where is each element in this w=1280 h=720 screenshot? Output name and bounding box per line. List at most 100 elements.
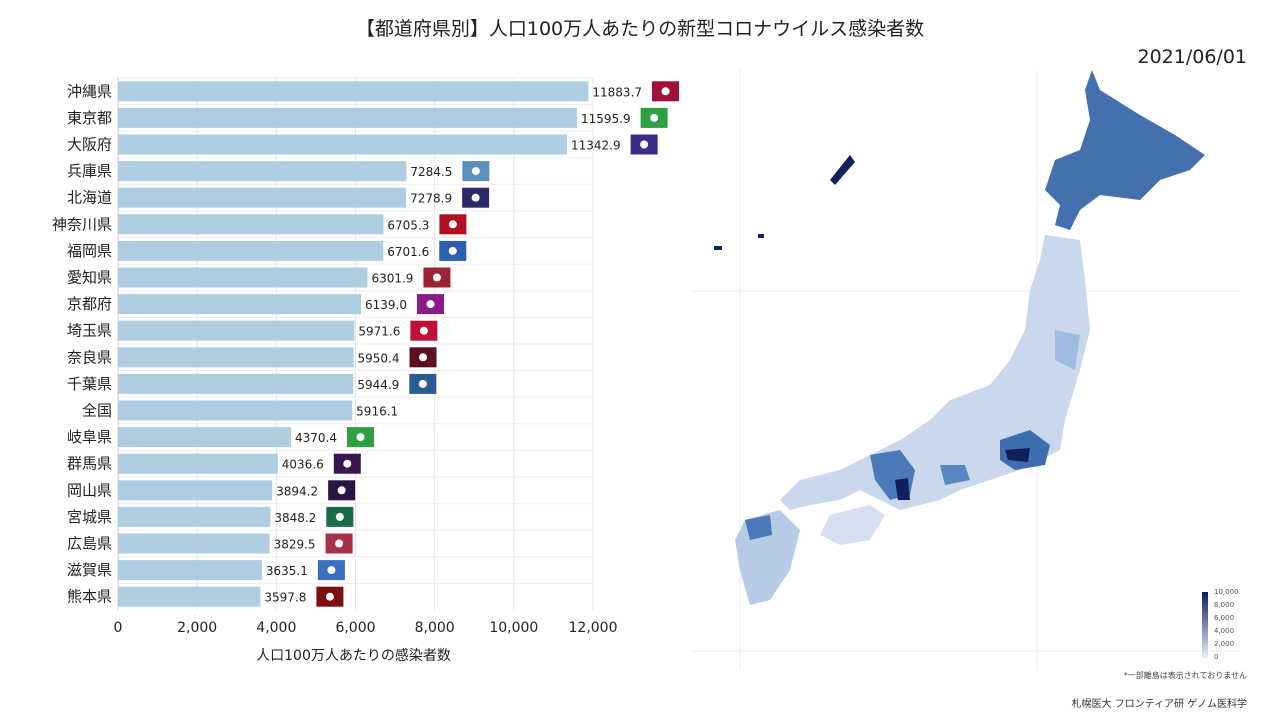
data-label: 3848.2: [274, 511, 316, 525]
bar: [118, 161, 407, 182]
category-label: 東京都: [67, 109, 112, 127]
category-label: 神奈川県: [52, 215, 112, 233]
flag-emblem: [418, 379, 427, 388]
category-label: 埼玉県: [67, 322, 112, 340]
category-label: 全国: [82, 402, 112, 420]
category-label: 熊本県: [67, 588, 112, 606]
bar: [118, 506, 271, 527]
legend-tick-label: 2,000: [1214, 640, 1234, 648]
bar: [118, 453, 278, 474]
data-label: 6705.3: [387, 218, 429, 232]
credit: 札幌医大 フロンティア研 ゲノム医科学: [1071, 699, 1247, 710]
data-label: 7278.9: [410, 192, 452, 206]
flag-emblem: [471, 167, 480, 176]
bar: [118, 586, 261, 607]
japan-map: [692, 70, 1240, 670]
data-label: 5944.9: [357, 378, 399, 392]
data-label: 4370.4: [295, 431, 337, 445]
data-label: 5950.4: [358, 351, 400, 365]
bar: [118, 427, 291, 448]
data-label: 11595.9: [581, 112, 631, 126]
chart-title: 【都道府県別】人口100万人あたりの新型コロナウイルス感染者数: [355, 18, 925, 40]
flag-emblem: [327, 566, 336, 575]
category-label: 大阪府: [67, 136, 112, 154]
data-label: 7284.5: [410, 165, 452, 179]
category-label: 千葉県: [67, 375, 112, 393]
data-label: 5916.1: [356, 405, 398, 419]
data-label: 6701.6: [387, 245, 429, 259]
flag-emblem: [356, 433, 365, 442]
category-label: 宮城県: [67, 508, 112, 526]
bar: [118, 480, 273, 501]
category-label: 京都府: [67, 295, 112, 313]
flag-emblem: [343, 459, 352, 468]
x-axis-label: 人口100万人あたりの感染者数: [256, 647, 451, 664]
map-okinawa: [830, 155, 855, 185]
flag-emblem: [471, 193, 480, 202]
category-label: 滋賀県: [67, 561, 112, 579]
legend-tick-label: 8,000: [1214, 601, 1234, 609]
map-color-legend: 10,000 8,000 6,000 4,000 2,000 0: [1202, 588, 1239, 661]
bar: [118, 560, 262, 581]
bar: [118, 214, 384, 235]
data-label: 11342.9: [571, 139, 621, 153]
flag-emblem: [432, 273, 441, 282]
bar: [118, 81, 589, 102]
flag-emblem: [419, 326, 428, 335]
bar: [118, 373, 354, 394]
category-label: 奈良県: [67, 348, 112, 366]
bar: [118, 267, 368, 288]
flag-emblem: [337, 486, 346, 495]
flag-emblem: [661, 87, 670, 96]
category-label: 福岡県: [67, 242, 112, 260]
data-label: 11883.7: [592, 85, 642, 99]
map-osaka: [895, 478, 910, 500]
category-label: 兵庫県: [67, 162, 112, 180]
bar: [118, 240, 384, 261]
bar: [118, 187, 407, 208]
x-tick-label: 4,000: [256, 620, 296, 636]
map-honshu: [780, 235, 1090, 510]
data-label: 3894.2: [276, 484, 318, 498]
map-shikoku: [820, 505, 885, 545]
flag-emblem: [325, 592, 334, 601]
flag-emblem: [335, 512, 344, 521]
flag-emblem: [640, 140, 649, 149]
data-label: 4036.6: [282, 458, 324, 472]
x-tick-label: 0: [114, 620, 123, 636]
x-tick-label: 10,000: [489, 620, 538, 636]
map-hokkaido: [1045, 70, 1205, 230]
footnote: *一部離島は表示されておりません: [1123, 671, 1247, 680]
x-tick-label: 8,000: [415, 620, 455, 636]
category-label: 群馬県: [67, 455, 112, 473]
category-label: 岐阜県: [67, 428, 112, 446]
map-aichi: [940, 465, 970, 485]
date-label: 2021/06/01: [1137, 46, 1247, 68]
legend-tick-label: 4,000: [1214, 627, 1234, 635]
bar: [118, 533, 270, 554]
bar: [118, 400, 353, 421]
data-label: 3597.8: [264, 591, 306, 605]
bar: [118, 134, 567, 155]
flag-emblem: [448, 246, 457, 255]
legend-tick-label: 0: [1214, 653, 1218, 661]
x-tick-label: 12,000: [569, 620, 618, 636]
flag-emblem: [426, 300, 435, 309]
flag-emblem: [335, 539, 344, 548]
flag-emblem: [448, 220, 457, 229]
legend-tick-label: 6,000: [1214, 614, 1234, 622]
bar: [118, 107, 578, 128]
data-label: 5971.6: [358, 325, 400, 339]
category-label: 広島県: [67, 535, 112, 553]
data-label: 3635.1: [266, 564, 308, 578]
data-label: 6301.9: [371, 272, 413, 286]
category-label: 北海道: [67, 189, 112, 207]
legend-tick-label: 10,000: [1214, 588, 1239, 596]
bar: [118, 320, 355, 341]
category-label: 沖縄県: [67, 82, 112, 100]
map-tokyo: [1005, 448, 1030, 462]
data-label: 3829.5: [274, 538, 316, 552]
map-tohoku-east: [1055, 330, 1080, 370]
flag-emblem: [650, 113, 659, 122]
